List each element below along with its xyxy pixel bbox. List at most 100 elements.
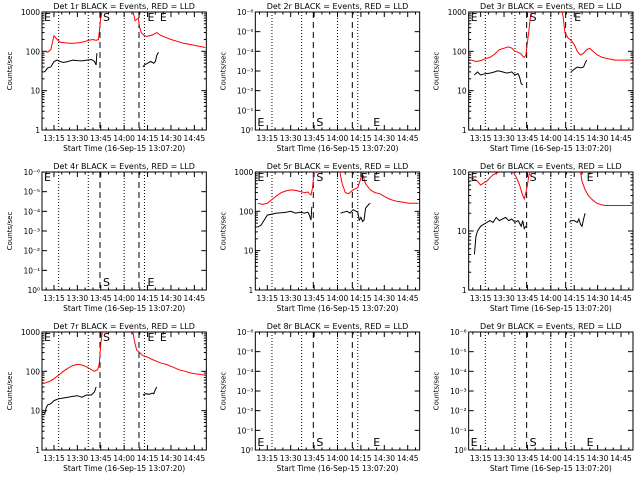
marker-E-label: E (44, 331, 51, 344)
chart-title: Det 3r BLACK = Events, RED = LLD (480, 2, 622, 11)
x-tick-label: 14:45 (610, 454, 632, 463)
x-tick-label: 13:15 (256, 454, 278, 463)
marker-S-label: S (530, 171, 537, 184)
events-series-line (473, 216, 527, 255)
x-tick-label: 14:30 (587, 294, 609, 303)
x-tick-label: 14:30 (373, 134, 395, 143)
y-axis-label: Counts/sec (219, 52, 227, 91)
lld-series-line (471, 12, 532, 63)
x-tick-label: 14:00 (113, 134, 135, 143)
plot-frame (468, 331, 634, 451)
lld-series-line (561, 12, 632, 61)
y-tick-label: 10⁻⁶ (450, 328, 467, 337)
x-tick-label: 14:45 (184, 134, 206, 143)
x-tick-label: 13:30 (280, 294, 302, 303)
x-axis-label: Start Time (16-Sep-15 13:07:20) (490, 304, 612, 313)
x-tick-label: 13:15 (470, 294, 492, 303)
x-tick-label: 13:45 (90, 134, 112, 143)
x-tick-label: 14:30 (160, 134, 182, 143)
x-axis-label: Start Time (16-Sep-15 13:07:20) (276, 304, 398, 313)
x-tick-label: 14:45 (397, 454, 419, 463)
series-group (44, 332, 206, 415)
marker-E-label: E (471, 171, 478, 184)
y-tick-label: 10⁰ (241, 126, 254, 135)
x-tick-label: 13:45 (517, 294, 539, 303)
y-tick-label: 10⁻⁵ (450, 348, 467, 357)
marker-E-label: E (257, 171, 264, 184)
y-tick-label: 100 (26, 47, 41, 56)
y-tick-label: 1000 (448, 8, 467, 17)
y-tick-label: 1 (35, 446, 40, 455)
x-tick-label: 13:45 (303, 294, 325, 303)
y-tick-label: 10⁻⁵ (237, 28, 254, 37)
y-tick-label: 1 (35, 126, 40, 135)
events-series-line (570, 59, 588, 73)
plot-frame (254, 331, 421, 451)
events-series-line (142, 386, 158, 396)
y-axis-label: Counts/sec (6, 372, 14, 411)
x-tick-label: 13:30 (67, 294, 89, 303)
marker-E-label: E (373, 436, 380, 449)
x-tick-label: 13:45 (90, 454, 112, 463)
events-series-line (257, 206, 313, 228)
x-tick-label: 13:30 (67, 454, 89, 463)
y-tick-label: 10⁻² (23, 247, 40, 256)
y-tick-label: 10⁻¹ (237, 426, 254, 435)
series-group (44, 12, 206, 73)
marker-E-label: E (147, 11, 154, 24)
y-tick-label: 1000 (234, 168, 253, 177)
x-tick-label: 13:45 (90, 294, 112, 303)
x-tick-label: 13:30 (493, 454, 515, 463)
x-tick-label: 13:15 (43, 134, 65, 143)
x-axis-label: Start Time (16-Sep-15 13:07:20) (276, 144, 398, 153)
marker-E-label: E (257, 436, 264, 449)
y-tick-label: 10⁻⁵ (237, 348, 254, 357)
chart-title: Det 9r BLACK = Events, RED = LLD (480, 322, 622, 331)
chart-title: Det 1r BLACK = Events, RED = LLD (53, 2, 195, 11)
x-tick-label: 14:00 (327, 294, 349, 303)
y-tick-label: 10⁻¹ (450, 426, 467, 435)
marker-E-label: E (361, 171, 368, 184)
plot-frame (41, 331, 207, 451)
lld-series-line (339, 172, 419, 204)
marker-E-label: E (147, 276, 154, 289)
chart-panel-1: Det 1r BLACK = Events, RED = LLD 13:15 13:… (6, 2, 207, 153)
x-tick-label: 14:45 (397, 134, 419, 143)
marker-S-label: S (103, 331, 110, 344)
y-tick-label: 10 (457, 87, 467, 96)
plot-frame (41, 11, 207, 131)
x-tick-label: 13:45 (303, 454, 325, 463)
y-axis-label: Counts/sec (433, 52, 441, 91)
events-series-line (569, 213, 586, 228)
y-tick-label: 10⁻¹ (237, 106, 254, 115)
y-tick-label: 10 (244, 247, 254, 256)
x-tick-label: 14:00 (540, 454, 562, 463)
x-tick-label: 14:00 (327, 134, 349, 143)
x-tick-label: 14:45 (610, 294, 632, 303)
y-tick-label: 10⁻⁴ (237, 47, 254, 56)
lld-series-line (257, 172, 315, 205)
marker-E-label: E (160, 11, 167, 24)
marker-E-label: E (147, 331, 154, 344)
marker-S-label: S (103, 11, 110, 24)
y-tick-label: 10⁻¹ (23, 266, 40, 275)
x-tick-label: 14:15 (563, 454, 585, 463)
y-axis-label: Counts/sec (6, 212, 14, 251)
marker-S-label: S (316, 171, 323, 184)
marker-E-label: E (471, 436, 478, 449)
y-tick-label: 10⁻⁴ (450, 367, 467, 376)
events-series-line (474, 70, 524, 86)
y-tick-label: 10⁻³ (23, 227, 40, 236)
chart-title: Det 4r BLACK = Events, RED = LLD (53, 162, 195, 171)
plot-frame (254, 11, 421, 131)
marker-E-label: E (373, 171, 380, 184)
marker-E-label: E (44, 11, 51, 24)
x-tick-label: 14:45 (610, 134, 632, 143)
lld-series-line (132, 332, 206, 376)
x-tick-label: 13:15 (470, 134, 492, 143)
